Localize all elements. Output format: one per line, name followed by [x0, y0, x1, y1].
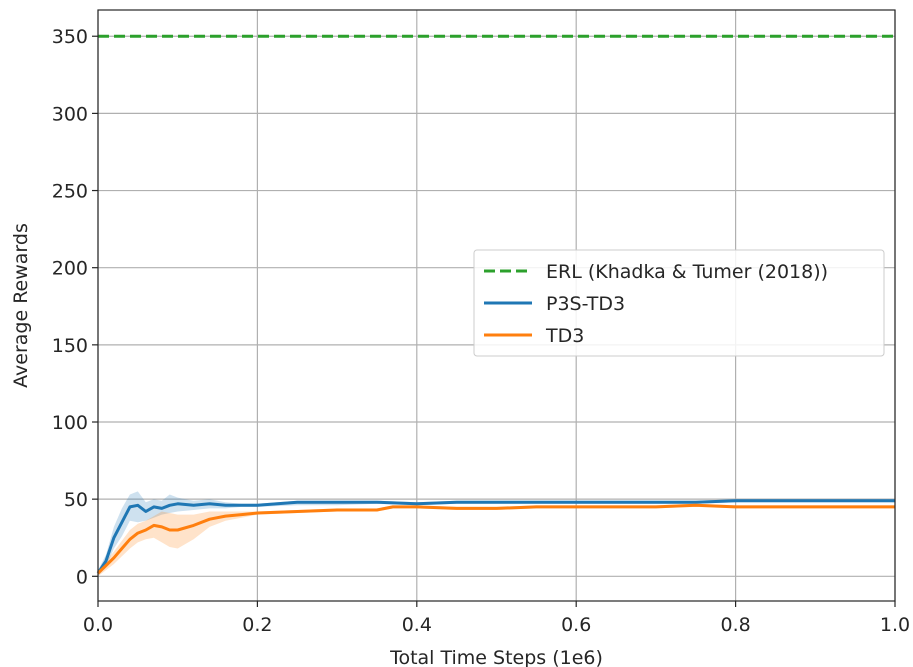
x-tick-label: 0.6 — [561, 614, 591, 636]
y-tick-label: 50 — [64, 489, 88, 511]
x-tick-label: 0.8 — [720, 614, 750, 636]
x-tick-label: 0.2 — [242, 614, 272, 636]
x-tick-label: 1.0 — [880, 614, 910, 636]
x-axis-label: Total Time Steps (1e6) — [389, 647, 603, 667]
legend: ERL (Khadka & Tumer (2018)) P3S-TD3 TD3 — [473, 249, 885, 357]
series-line — [96, 499, 895, 575]
legend-label: ERL (Khadka & Tumer (2018)) — [546, 261, 828, 283]
y-axis-label: Average Rewards — [10, 223, 32, 388]
series-lines — [96, 34, 895, 575]
y-tick-label: 350 — [52, 26, 88, 48]
y-tick-label: 300 — [52, 103, 88, 125]
legend-label: P3S-TD3 — [546, 293, 625, 315]
series-line — [96, 503, 895, 575]
legend-label: TD3 — [545, 325, 584, 347]
y-tick-label: 0 — [76, 566, 88, 588]
y-tick-label: 150 — [52, 335, 88, 357]
x-axis-ticks: 0.0 0.2 0.4 0.6 0.8 1.0 — [83, 601, 910, 636]
plot-frame — [97, 9, 896, 602]
x-tick-label: 0.4 — [402, 614, 432, 636]
legend-box — [473, 249, 885, 357]
y-tick-label: 250 — [52, 181, 88, 203]
y-tick-label: 200 — [52, 258, 88, 280]
series-band — [98, 503, 895, 577]
y-tick-label: 100 — [52, 412, 88, 434]
y-axis-ticks: 0 50 100 150 200 250 300 350 — [52, 26, 98, 588]
x-tick-label: 0.0 — [83, 614, 113, 636]
